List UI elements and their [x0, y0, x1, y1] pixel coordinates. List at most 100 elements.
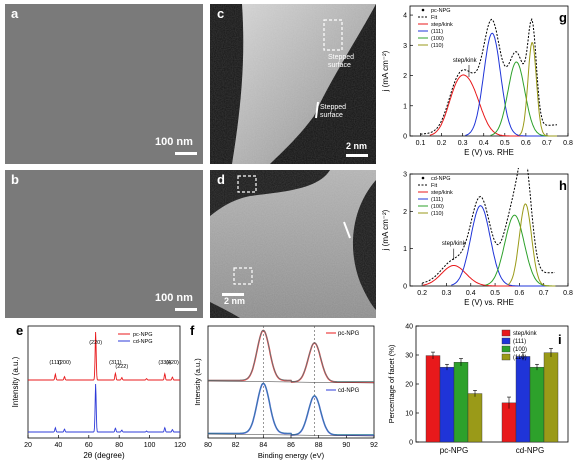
- category-label: cd-NPG: [516, 446, 544, 455]
- legend-swatch: [501, 345, 511, 353]
- x-tick-label: 88: [315, 442, 323, 449]
- x-tick-label: 0.6: [515, 290, 525, 297]
- bar-3: [467, 393, 483, 443]
- legend-label: (111): [431, 197, 443, 203]
- x-tick-label: 80: [204, 442, 212, 449]
- panel-label-f: f: [190, 323, 195, 338]
- x-tick-label: 0.3: [458, 140, 468, 147]
- x-tick-label: 84: [259, 442, 267, 449]
- chart-i-svg: 0 10 20 30 40 Percentage of facet (%) pc-NPG cd…: [387, 324, 569, 455]
- y-axis-label: Intensity (a.u.): [193, 358, 202, 406]
- fit-curve-1: [451, 205, 556, 287]
- legend-label: (111): [431, 29, 443, 35]
- peak-label: (200): [58, 360, 71, 366]
- panel-label-h: h: [559, 178, 567, 193]
- y-tick-label: 1: [403, 246, 407, 253]
- legend-marker: [421, 176, 425, 180]
- legend-label: cd-NPG: [338, 388, 360, 394]
- panel-label-c: c: [217, 6, 225, 21]
- chart-f-svg: 80 82 84 86 88 90 92 Binding energy (eV) Intensi…: [193, 325, 378, 460]
- scale-label-c: 2 nm: [346, 141, 368, 151]
- bar-3: [543, 352, 559, 443]
- x-tick-label: 20: [24, 442, 32, 449]
- y-axis-label: j (mA cm⁻²): [381, 209, 390, 251]
- panel-label-b: b: [11, 172, 19, 187]
- x-tick-label: 0.4: [466, 290, 476, 297]
- legend-label: pc-NPG: [431, 8, 451, 14]
- panel-label-i: i: [558, 332, 562, 347]
- x-tick-label: 100: [144, 442, 156, 449]
- chart-h-svg: 0.2 0.3 0.4 0.5 0.6 0.7 0.8 0 1 2 3 E (V) vs. RHE j …: [381, 168, 573, 307]
- x-tick-label: 82: [232, 442, 240, 449]
- scale-bar-a: [175, 152, 197, 155]
- y-tick-label: 10: [405, 411, 413, 418]
- panel-label-d: d: [217, 172, 225, 187]
- y-tick-label: 0: [409, 440, 413, 447]
- panel-e-chart: 20 40 60 80 100 120 2θ (degree) Intensity (a.u.…: [0, 320, 186, 471]
- x-tick-label: 0.1: [416, 140, 426, 147]
- bar-1: [439, 366, 455, 443]
- peak-label: (111): [49, 360, 61, 366]
- legend-label: (110): [431, 211, 444, 217]
- x-tick-label: 0.7: [542, 140, 552, 147]
- panel-i-chart: 0 10 20 30 40 Percentage of facet (%) pc-NPG cd…: [382, 320, 576, 471]
- peak-label: (222): [115, 364, 128, 370]
- x-tick-label: 0.4: [479, 140, 489, 147]
- legend-label: (111): [513, 339, 526, 345]
- x-tick-label: 0.6: [521, 140, 531, 147]
- panel-c-tem-image: c Stepped surface Stepped surface 2 nm: [210, 4, 376, 164]
- panel-d-tem-image: d 2 nm: [210, 170, 376, 318]
- measured-curve: [420, 17, 558, 135]
- fit-curve-1: [465, 32, 557, 137]
- panel-label-e: e: [16, 323, 24, 338]
- annotation-stepped-surface-1: Stepped surface: [328, 54, 355, 69]
- y-tick-label: 0: [403, 284, 407, 291]
- legend-label: cd-NPG: [431, 176, 451, 182]
- legend-label: step/kink: [431, 190, 453, 196]
- annotation-stepped-surface-2: Stepped surface: [320, 104, 347, 119]
- fit-curve-3: [518, 42, 557, 137]
- baseline: [207, 380, 375, 384]
- y-tick-label: 2: [403, 209, 407, 216]
- measured-curve: [422, 168, 555, 284]
- category-label: pc-NPG: [440, 446, 468, 455]
- legend-label: pc-NPG: [338, 331, 360, 337]
- y-tick-label: 30: [405, 353, 413, 360]
- y-tick-label: 1: [403, 103, 407, 110]
- xps-trace-cd-npg-fit: [208, 382, 374, 436]
- x-tick-label: 60: [85, 442, 93, 449]
- y-tick-label: 2: [403, 73, 407, 80]
- bar-0: [501, 402, 517, 443]
- legend-label: (110): [513, 355, 527, 361]
- x-tick-label: 0.8: [563, 290, 573, 297]
- scale-label-b: 100 nm: [155, 292, 193, 304]
- legend-label: cd-NPG: [133, 339, 153, 345]
- sem-texture-b: [5, 170, 203, 318]
- x-axis-label: E (V) vs. RHE: [464, 298, 514, 307]
- chart-e-svg: 20 40 60 80 100 120 2θ (degree) Intensity (a.u.…: [11, 325, 186, 460]
- x-axis-label: E (V) vs. RHE: [464, 148, 514, 157]
- y-tick-label: 3: [403, 43, 407, 50]
- peak-label: (331): [158, 360, 171, 366]
- y-tick-label: 0: [403, 134, 407, 141]
- scale-label-a: 100 nm: [155, 136, 193, 148]
- x-tick-label: 0.2: [417, 290, 427, 297]
- panel-a-sem-image: a 100 nm: [5, 4, 203, 164]
- legend-label: Fit: [431, 183, 438, 189]
- legend-marker: [421, 8, 425, 12]
- x-tick-label: 86: [287, 442, 295, 449]
- tem-texture-c: [210, 4, 376, 164]
- legend-label: pc-NPG: [133, 332, 153, 338]
- xrd-trace-pc-npg: [28, 331, 180, 381]
- scale-bar-b: [175, 308, 197, 311]
- x-tick-label: 0.7: [539, 290, 549, 297]
- annotation-step-kink: step/kink: [442, 241, 467, 247]
- bar-2: [453, 362, 469, 443]
- panel-label-g: g: [559, 10, 567, 25]
- x-axis-label: Binding energy (eV): [258, 451, 325, 460]
- scale-label-d: 2 nm: [224, 296, 246, 306]
- legend-label: step/kink: [431, 22, 453, 28]
- x-tick-label: 0.5: [490, 290, 500, 297]
- legend-label: (110): [431, 43, 444, 49]
- panel-f-chart: 80 82 84 86 88 90 92 Binding energy (eV) Intensi…: [186, 320, 382, 471]
